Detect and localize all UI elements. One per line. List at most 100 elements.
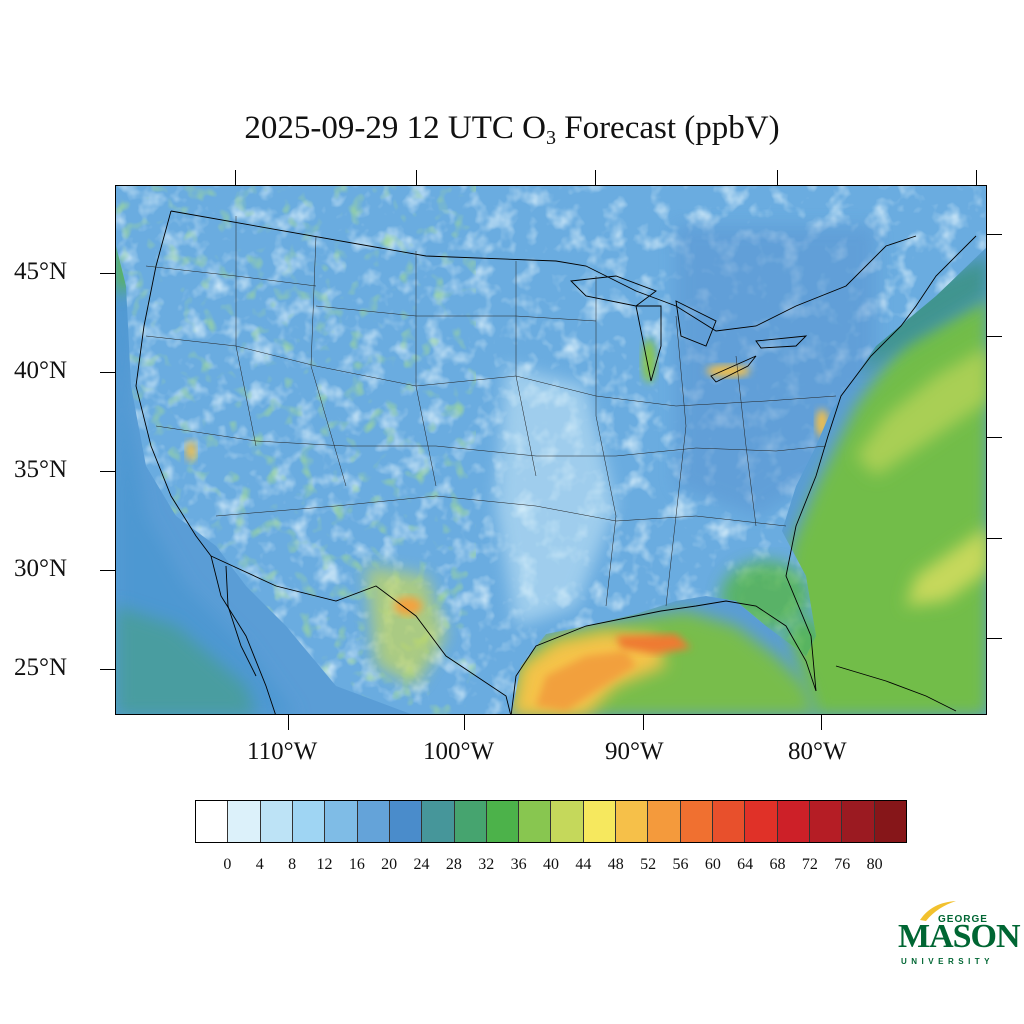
baja-peninsula [225, 565, 257, 677]
atlantic-coastline [785, 235, 977, 692]
left-tick [100, 372, 115, 373]
colorbar-label: 32 [478, 856, 495, 873]
lat-label: 45°N [14, 258, 68, 285]
colorbar-cell [389, 801, 423, 842]
plains-lowozone [496, 366, 616, 626]
bottom-tick [288, 715, 289, 730]
us-canada-border [170, 210, 917, 332]
colorbar-cell [680, 801, 713, 842]
top-tick [777, 170, 778, 185]
lon-label: 110°W [247, 738, 318, 765]
colorbar-cell [777, 801, 810, 842]
colorbar-label: 8 [288, 856, 297, 873]
colorbar-cell [196, 801, 229, 842]
colorbar-cell [648, 801, 681, 842]
colorbar-label: 0 [223, 856, 232, 873]
colorbar-cell [809, 801, 843, 842]
right-tick [987, 638, 1002, 639]
colorbar-cell [260, 801, 293, 842]
bottom-tick [643, 715, 644, 730]
gulf-coastline [510, 600, 817, 714]
lat-label: 30°N [14, 555, 68, 582]
gmu-logo: GEORGE MASON UNIVERSITY [898, 900, 1021, 970]
california-hotspot [186, 441, 196, 461]
top-tick [595, 170, 596, 185]
left-tick [100, 471, 115, 472]
map-title: 2025-09-29 12 UTC O3 Forecast (ppbV) [244, 110, 780, 149]
colorbar-cell [486, 801, 520, 842]
colorbar-label: 28 [445, 856, 462, 873]
colorbar-label: 80 [866, 856, 883, 873]
pacific-teal-band [116, 606, 256, 714]
atlantic-ozone-peak [906, 527, 986, 606]
logo-swoosh-icon [920, 901, 956, 921]
colorbar-label: 68 [769, 856, 786, 873]
colorbar-label: 52 [640, 856, 657, 873]
colorbar-label: 16 [348, 856, 365, 873]
colorbar-cell [616, 801, 649, 842]
colorbar-cell [874, 801, 906, 842]
ozone-field-svg [116, 186, 986, 714]
pacific-ozone-region [116, 186, 295, 714]
colorbar-label: 4 [255, 856, 264, 873]
left-tick [100, 570, 115, 571]
bottom-tick [464, 715, 465, 730]
colorbar-cell [325, 801, 358, 842]
logo-university-text: UNIVERSITY [901, 957, 995, 966]
gulf-ozone-hotspot [616, 634, 691, 654]
top-tick [416, 170, 417, 185]
top-tick [976, 170, 977, 185]
cuba [835, 665, 957, 712]
lake-erie-hotspot [706, 365, 750, 377]
colorbar-cell [357, 801, 390, 842]
colorbar-label: 48 [607, 856, 624, 873]
ozone-map[interactable] [115, 185, 987, 715]
lat-label: 40°N [14, 357, 68, 384]
lat-label: 25°N [14, 654, 68, 681]
colorbar-label: 40 [543, 856, 559, 873]
texas-hotspot [394, 597, 422, 615]
atlantic-ozone-high [856, 347, 986, 476]
great-lakes [570, 275, 808, 383]
colorbar-label: 36 [510, 856, 527, 873]
colorbar-cell [292, 801, 326, 842]
lon-label: 100°W [423, 738, 495, 765]
right-tick [987, 437, 1002, 438]
colorbar-cell [228, 801, 261, 842]
colorbar-cell [713, 801, 746, 842]
colorbar-label: 60 [704, 856, 721, 873]
logo-mason-text: MASON [898, 918, 1021, 955]
state-lines [145, 216, 837, 607]
gulf-ozone-peak [536, 651, 636, 711]
colorbar-label: 56 [672, 856, 689, 873]
right-tick [987, 538, 1002, 539]
lake-michigan-ozone [642, 339, 656, 383]
top-tick [235, 170, 236, 185]
colorbar-label: 64 [737, 856, 754, 873]
lon-label: 80°W [788, 738, 847, 765]
atlantic-teal-band [856, 256, 986, 376]
boundaries [135, 210, 977, 714]
colorbar-cell [842, 801, 875, 842]
lat-label: 35°N [14, 456, 68, 483]
colorbar-cell [583, 801, 617, 842]
logo-george-text: GEORGE [938, 914, 988, 925]
right-tick [987, 234, 1002, 235]
colorbar-label: 20 [381, 856, 398, 873]
left-tick [100, 669, 115, 670]
bottom-tick [821, 715, 822, 730]
texas-ozone [366, 566, 446, 686]
colorbar-cell [454, 801, 487, 842]
right-tick [987, 336, 1002, 337]
pacific-coastline [135, 210, 212, 557]
colorbar-cell [519, 801, 552, 842]
us-mexico-border [210, 555, 511, 714]
colorbar-label: 72 [801, 856, 818, 873]
colorbar-label: 76 [834, 856, 851, 873]
colorbar-cell [551, 801, 584, 842]
colorbar-label: 44 [575, 856, 592, 873]
lon-label: 90°W [605, 738, 664, 765]
colorbar-cell [422, 801, 455, 842]
colorbar [195, 800, 907, 843]
colorbar-label: 24 [413, 856, 430, 873]
